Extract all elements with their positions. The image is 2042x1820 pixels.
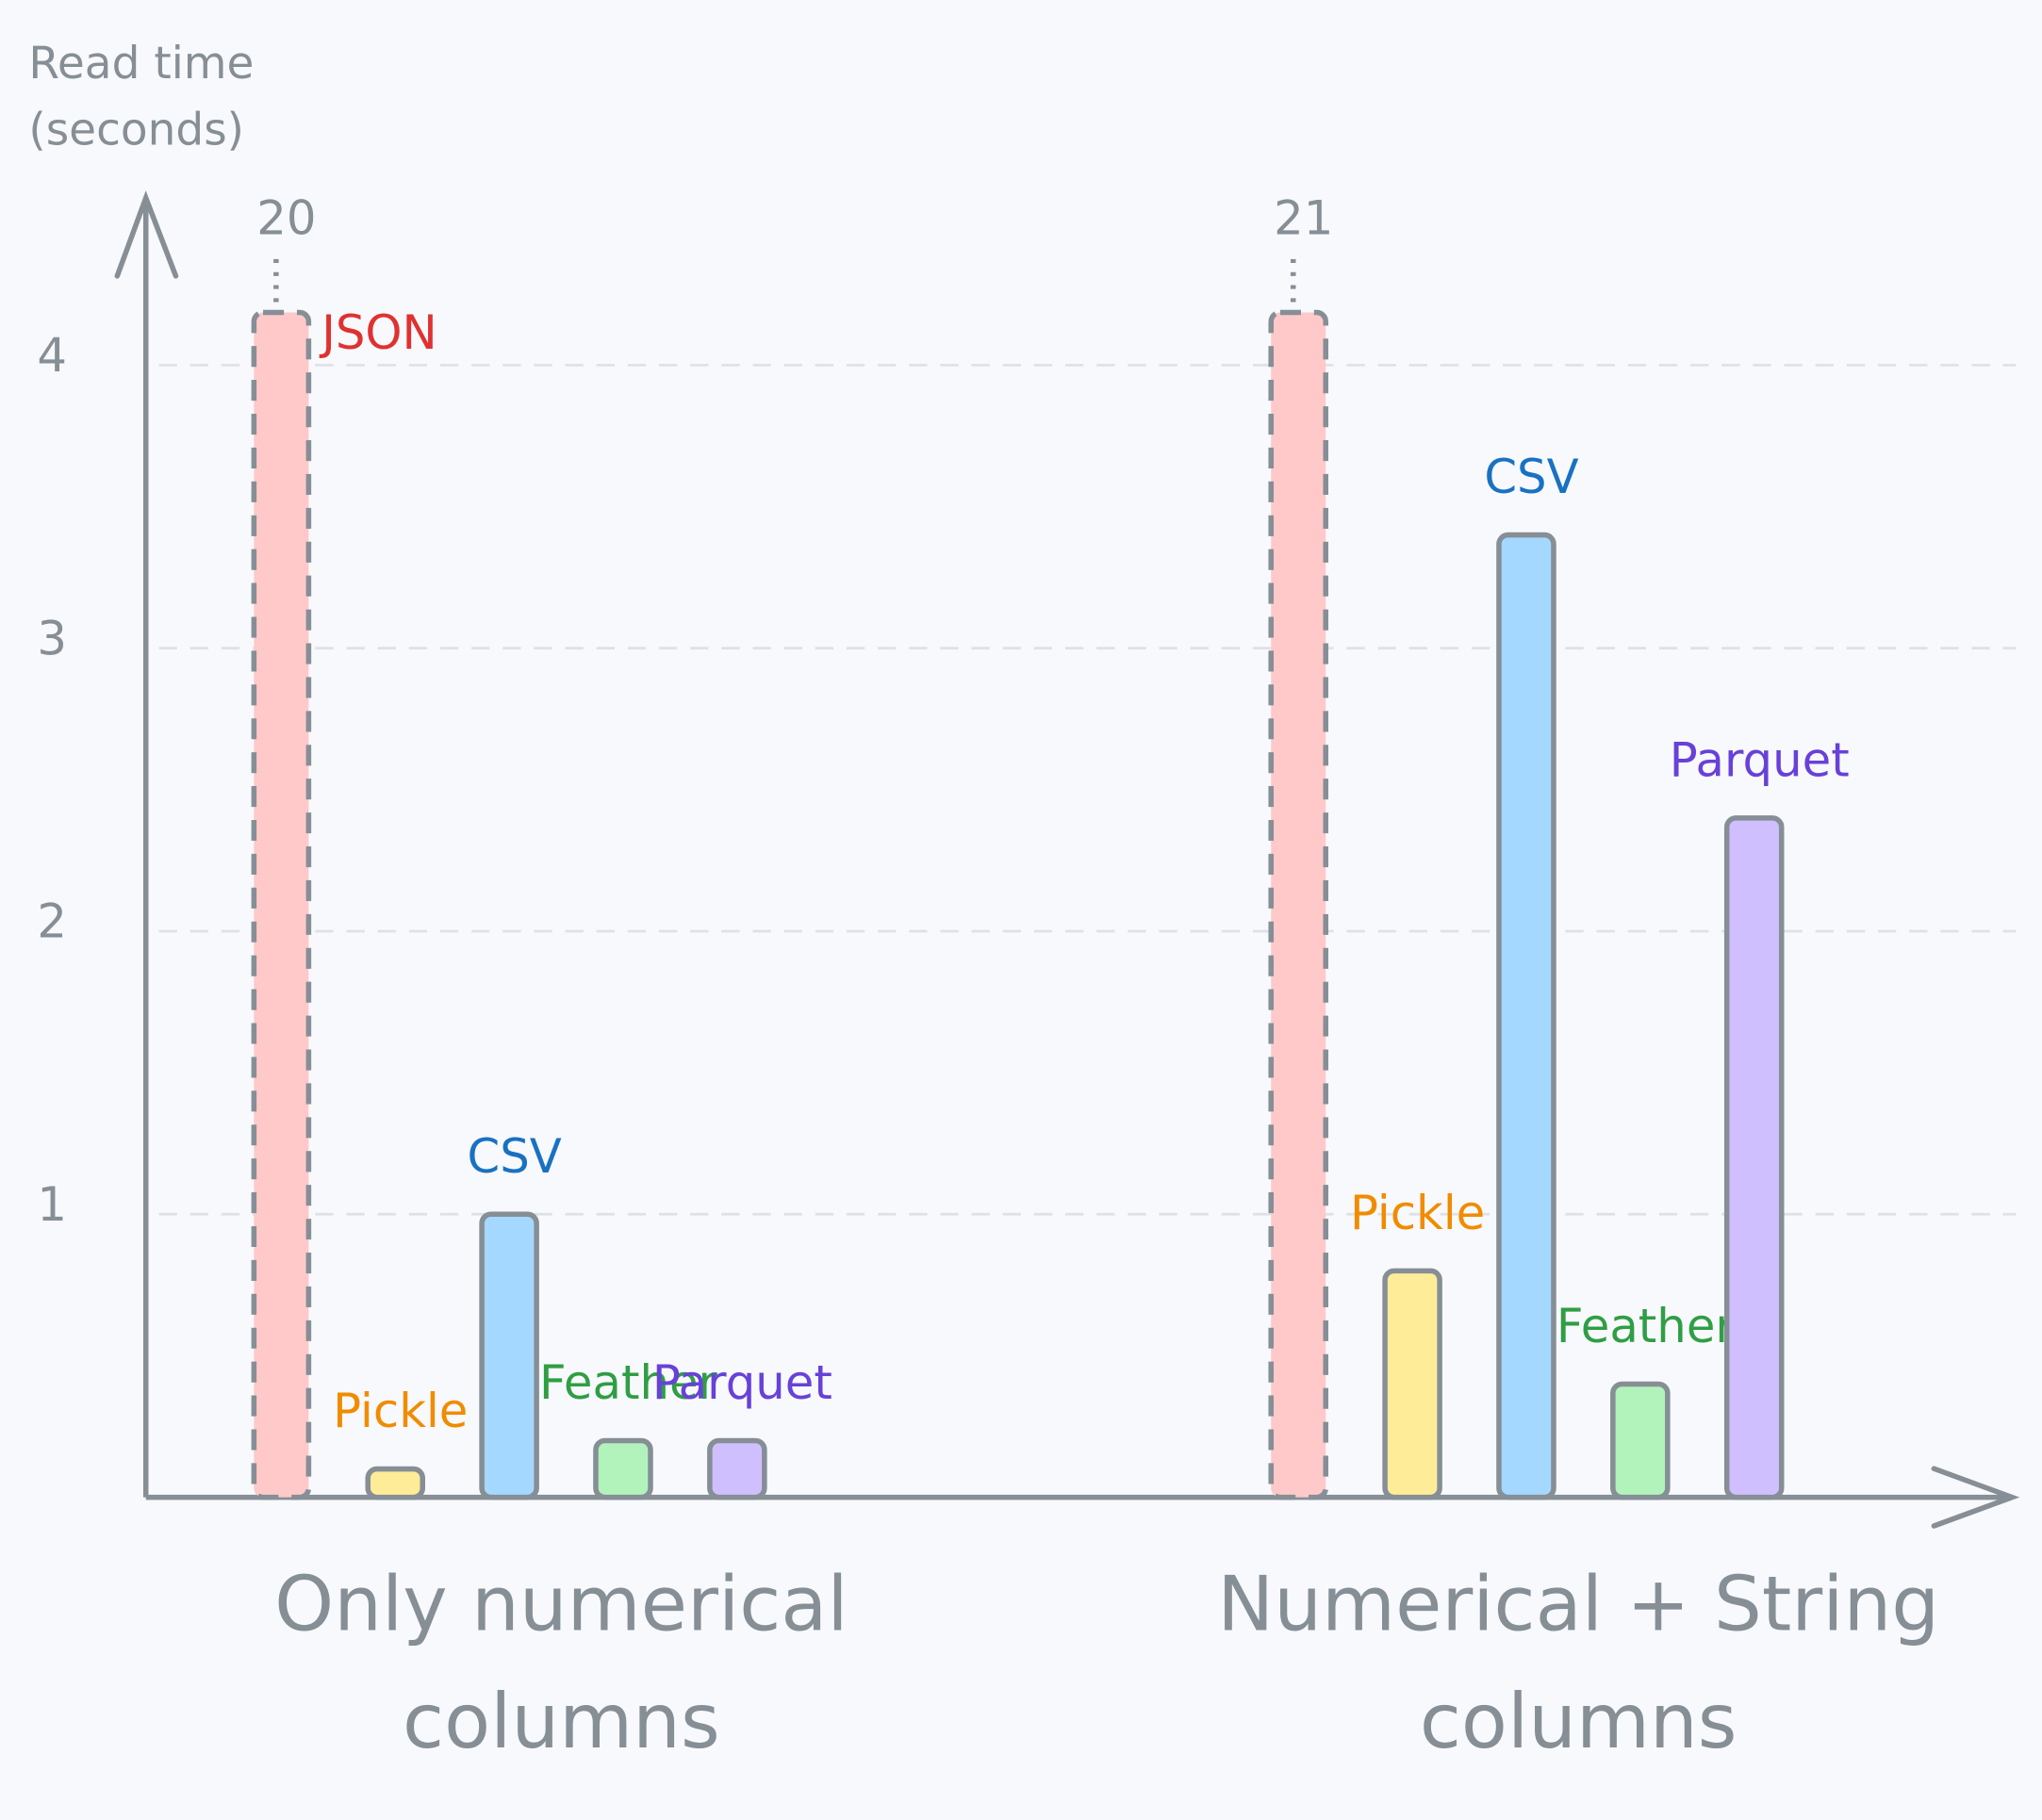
y-tick-label: 1 [37, 1177, 67, 1232]
y-axis-arrow [114, 190, 179, 279]
bar [593, 1437, 653, 1500]
bar [1382, 1268, 1442, 1500]
bar [1496, 532, 1556, 1500]
y-tick-label: 2 [37, 894, 67, 949]
y-tick-label: 4 [37, 328, 67, 383]
series-label: CSV [467, 1129, 561, 1184]
bar [1610, 1381, 1671, 1500]
bar [479, 1211, 539, 1500]
series-label: Parquet [1670, 732, 1850, 787]
series-label: Pickle [333, 1384, 468, 1438]
series-label: JSON [319, 305, 437, 360]
bar [365, 1466, 426, 1500]
category-label: Only numerical columns [274, 1559, 848, 1766]
y-tick-label: 3 [37, 611, 67, 665]
y-axis-label: Read time (seconds) [28, 38, 255, 156]
bar [1723, 815, 1785, 1500]
bar [251, 309, 312, 1500]
bar [707, 1437, 767, 1500]
series-label: Parquet [652, 1355, 832, 1410]
series-label: Pickle [1350, 1186, 1485, 1240]
category-label: Numerical + String columns [1217, 1559, 1940, 1766]
value-label: 20 [256, 190, 316, 245]
bar [1268, 309, 1329, 1500]
series-label: CSV [1484, 450, 1578, 504]
value-label: 21 [1274, 190, 1333, 245]
series-label: Feather [539, 1355, 718, 1410]
series-label: Feather [1556, 1299, 1736, 1353]
x-axis-arrow [1931, 1466, 2020, 1529]
